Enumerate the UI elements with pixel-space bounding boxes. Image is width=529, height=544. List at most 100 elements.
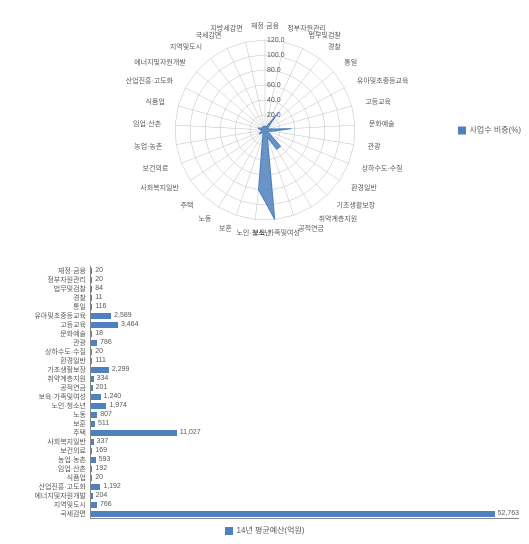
radar-category-label: 취약계층지원 [318, 214, 357, 223]
bar-track: 766 [90, 500, 519, 509]
radar-category-label: 에너지및자원개발 [134, 58, 186, 67]
bar-value: 192 [92, 465, 107, 472]
bar-track: 1,240 [90, 392, 519, 401]
radar-tick-label: 40.0 [267, 97, 281, 104]
bar-track: 20 [90, 473, 519, 482]
bar-value: 20 [92, 348, 103, 355]
bar-fill [91, 367, 109, 373]
bar-value: 807 [97, 411, 112, 418]
radar-category-label: 문화예술 [368, 119, 394, 128]
bar-value: 111 [92, 357, 106, 364]
bar-value: 593 [96, 456, 111, 463]
bar-value: 11 [92, 294, 102, 301]
bar-value: 766 [97, 501, 112, 508]
bar-value: 3,464 [118, 321, 139, 328]
bar-track: 192 [90, 464, 519, 473]
radar-category-label: 임업·산촌 [133, 119, 162, 128]
bar-legend: 14년 평균예산(억원) [10, 525, 519, 536]
bar-value: 20 [92, 474, 103, 481]
bar-track: 111 [90, 356, 519, 365]
radar-category-label: 관광 [367, 142, 380, 151]
bar-value: 116 [92, 303, 106, 310]
bar-value: 334 [94, 375, 109, 382]
radar-category-label: 산업진흥·고도화 [125, 76, 173, 85]
bar-track: 807 [90, 410, 519, 419]
radar-tick-label: 60.0 [267, 82, 281, 89]
bar-track: 20 [90, 275, 519, 284]
bar-value: 786 [97, 339, 112, 346]
bar-legend-swatch [225, 527, 233, 535]
radar-category-label: 주택 [180, 200, 193, 209]
bar-track: 201 [90, 383, 519, 392]
bar-track: 337 [90, 437, 519, 446]
radar-series [257, 112, 290, 219]
bar-value: 204 [93, 492, 108, 499]
bar-track: 334 [90, 374, 519, 383]
bar-value: 1,974 [106, 402, 127, 409]
bar-track: 1,974 [90, 401, 519, 410]
radar-category-label: 식품업 [145, 97, 164, 106]
bar-fill [91, 484, 100, 490]
radar-category-label: 사회복지일반 [140, 183, 179, 192]
bar-track: 511 [90, 419, 519, 428]
bar-row: 국세감면 52,763 [10, 509, 519, 518]
radar-category-label: 보훈 [218, 223, 231, 232]
radar-legend-swatch [458, 126, 466, 134]
radar-legend: 사업수 비중(%) [458, 125, 521, 136]
bar-track: 20 [90, 347, 519, 356]
bar-track: 18 [90, 329, 519, 338]
radar-category-label: 기초생활보장 [336, 200, 375, 209]
radar-category-label: 보건의료 [142, 163, 168, 172]
bar-value: 1,240 [101, 393, 122, 400]
bar-value: 11,027 [177, 429, 201, 436]
bar-value: 20 [92, 267, 103, 274]
radar-category-label: 농업·농촌 [134, 142, 163, 151]
radar-category-label: 정부자원관리 [287, 23, 326, 32]
bar-track: 11 [90, 293, 519, 302]
radar-tick-label: 100.0 [267, 52, 285, 59]
bar-track: 204 [90, 491, 519, 500]
bar-value: 84 [92, 285, 103, 292]
radar-category-label: 경찰 [327, 42, 340, 51]
bar-rows: 재정·금융20정부자원관리20법무및검찰84경찰11통일116유아및초중등교육2… [10, 266, 519, 518]
bar-track: 169 [90, 446, 519, 455]
bar-track: 52,763 [90, 509, 519, 518]
bar-track: 84 [90, 284, 519, 293]
bar-value: 52,763 [495, 510, 519, 517]
radar-category-label: 노동 [198, 215, 211, 223]
radar-category-label: 고등교육 [365, 98, 391, 106]
bar-track: 11,027 [90, 428, 519, 437]
bar-track: 3,464 [90, 320, 519, 329]
radar-chart: 재정·금융정부자원관리법무및검찰경찰통일유아및초중등교육고등교육문화예술관광상하… [60, 0, 470, 260]
bar-x-axis [90, 518, 519, 519]
bar-track: 593 [90, 455, 519, 464]
radar-legend-label: 사업수 비중(%) [470, 125, 521, 136]
bar-value: 169 [92, 447, 107, 454]
radar-category-label: 통일 [344, 58, 357, 67]
bar-fill [91, 394, 101, 400]
bar-fill [91, 511, 495, 517]
bar-value: 511 [95, 420, 109, 427]
bar-legend-label: 14년 평균예산(억원) [237, 525, 305, 536]
radar-chart-section: 재정·금융정부자원관리법무및검찰경찰통일유아및초중등교육고등교육문화예술관광상하… [0, 0, 529, 260]
bar-fill [91, 430, 177, 436]
bar-value: 2,299 [109, 366, 130, 373]
bar-fill [91, 313, 111, 319]
bar-track: 20 [90, 266, 519, 275]
bar-value: 201 [93, 384, 108, 391]
bar-value: 1,192 [100, 483, 121, 490]
bar-track: 786 [90, 338, 519, 347]
bar-label: 국세감면 [10, 509, 90, 519]
radar-category-label: 법무및검찰 [308, 30, 341, 39]
bar-track: 2,299 [90, 365, 519, 374]
radar-tick-label: 80.0 [267, 67, 281, 74]
bar-chart-section: 재정·금융20정부자원관리20법무및검찰84경찰11통일116유아및초중등교육2… [0, 260, 529, 538]
bar-track: 1,192 [90, 482, 519, 491]
radar-category-label: 지방세감면 [210, 23, 242, 32]
radar-category-label: 지역및도시 [169, 42, 201, 51]
bar-value: 20 [92, 276, 103, 283]
bar-track: 116 [90, 302, 519, 311]
bar-value: 18 [92, 330, 103, 337]
radar-category-label: 노인·청소년 [236, 228, 271, 237]
radar-category-label: 공적연금 [298, 223, 324, 232]
